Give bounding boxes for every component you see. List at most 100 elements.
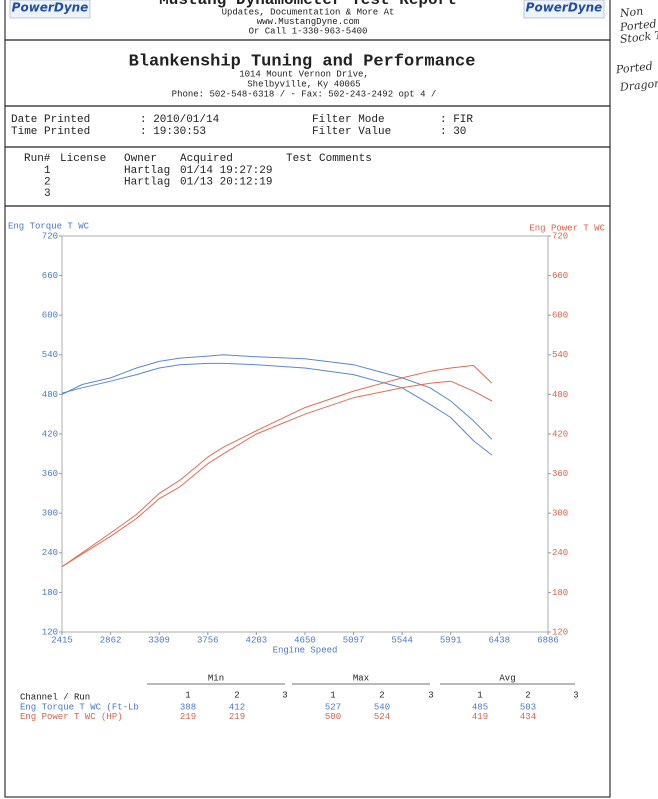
data-line bbox=[61, 380, 493, 568]
plot-frame bbox=[61, 235, 549, 633]
stats-group: Min bbox=[208, 673, 224, 683]
x-tick-label: 4650 bbox=[294, 635, 316, 645]
print-info: : FIR bbox=[440, 114, 473, 126]
y-tick-label: 240 bbox=[42, 548, 58, 558]
print-info: Date Printed bbox=[11, 114, 90, 126]
y-tick-label: 720 bbox=[42, 231, 58, 241]
stats-run: 2 bbox=[525, 690, 530, 700]
runs-header: Test Comments bbox=[286, 153, 372, 165]
stats-group: Max bbox=[353, 673, 369, 683]
header-line: Updates, Documentation & More At bbox=[222, 7, 395, 17]
y-tick-label: 660 bbox=[42, 271, 58, 281]
print-info: Filter Value bbox=[312, 126, 391, 138]
data-line bbox=[61, 364, 493, 568]
header-line: www.MustangDyne.com bbox=[257, 17, 360, 27]
stats-channel: Eng Power T WC (HP) bbox=[20, 712, 123, 722]
y-axis-label: Eng Torque T WC bbox=[8, 221, 90, 231]
runs-header: License bbox=[60, 153, 106, 165]
print-info-box bbox=[4, 105, 611, 148]
x-tick-label: 2415 bbox=[51, 635, 73, 645]
run-owner: Hartlag bbox=[124, 176, 170, 188]
report-title: Mustang Dynamometer Test Report bbox=[159, 0, 457, 9]
y2-tick-label: 480 bbox=[552, 390, 568, 400]
y-tick-label: 180 bbox=[42, 588, 58, 598]
stats-value: 434 bbox=[520, 712, 536, 722]
print-info: Time Printed bbox=[11, 126, 90, 138]
x-tick-label: 6886 bbox=[537, 635, 559, 645]
header-line: Or Call 1-330-963-5400 bbox=[249, 26, 368, 36]
runs-header: Owner bbox=[124, 153, 157, 165]
stats-header: Channel / Run bbox=[20, 692, 90, 702]
print-info: : 30 bbox=[440, 126, 466, 138]
stats-run: 1 bbox=[477, 690, 482, 700]
stats-value: 503 bbox=[520, 702, 536, 712]
run-acquired: 01/13 20:12:19 bbox=[180, 176, 272, 188]
shop-address: 1014 Mount Vernon Drive, bbox=[239, 69, 369, 79]
stats-value: 219 bbox=[180, 712, 196, 722]
x-tick-label: 2862 bbox=[100, 635, 122, 645]
y2-axis-label: Eng Power T WC bbox=[529, 223, 605, 233]
stats-value: 500 bbox=[325, 712, 341, 722]
data-line bbox=[61, 354, 493, 440]
y2-tick-label: 420 bbox=[552, 429, 568, 439]
run-number: 2 bbox=[44, 176, 51, 188]
y-tick-label: 300 bbox=[42, 509, 58, 519]
y-tick-label: 480 bbox=[42, 390, 58, 400]
y2-tick-label: 660 bbox=[552, 271, 568, 281]
logo: PowerDyne bbox=[526, 1, 603, 15]
stats-value: 388 bbox=[180, 702, 196, 712]
handwritten-note: Dragon bbox=[618, 77, 658, 94]
x-tick-label: 5097 bbox=[343, 635, 365, 645]
stats-run: 3 bbox=[428, 690, 433, 700]
stats-value: 524 bbox=[374, 712, 390, 722]
handwritten-note: Ported bbox=[618, 17, 657, 34]
chart-box bbox=[4, 205, 611, 798]
x-tick-label: 4203 bbox=[246, 635, 268, 645]
print-info: : 19:30:53 bbox=[140, 126, 206, 138]
y2-tick-label: 300 bbox=[552, 509, 568, 519]
stats-run: 2 bbox=[234, 690, 239, 700]
handwritten-note: Non bbox=[618, 5, 644, 20]
data-line bbox=[61, 362, 493, 456]
y2-tick-label: 540 bbox=[552, 350, 568, 360]
print-info: : 2010/01/14 bbox=[140, 114, 220, 126]
y-tick-label: 420 bbox=[42, 429, 58, 439]
y2-tick-label: 360 bbox=[552, 469, 568, 479]
stats-run: 1 bbox=[185, 690, 190, 700]
x-tick-label: 3309 bbox=[148, 635, 170, 645]
x-axis-label: Engine Speed bbox=[273, 645, 338, 655]
shop-phone: Phone: 502-548-6318 / - Fax: 502-243-249… bbox=[172, 89, 437, 99]
stats-value: 540 bbox=[374, 702, 390, 712]
logo-frame bbox=[9, 0, 91, 19]
y2-tick-label: 240 bbox=[552, 548, 568, 558]
stats-value: 527 bbox=[325, 702, 341, 712]
shop-address: Shelbyville, Ky 40065 bbox=[247, 79, 360, 89]
stats-group: Avg bbox=[499, 673, 515, 683]
run-owner: Hartlag bbox=[124, 165, 170, 177]
y2-tick-label: 120 bbox=[552, 627, 568, 637]
y-tick-label: 360 bbox=[42, 469, 58, 479]
stats-value: 412 bbox=[229, 702, 245, 712]
run-number: 3 bbox=[44, 188, 51, 200]
y-tick-label: 540 bbox=[42, 350, 58, 360]
x-tick-label: 3756 bbox=[197, 635, 219, 645]
x-tick-label: 6438 bbox=[488, 635, 510, 645]
handwritten-note: Ported bbox=[614, 60, 653, 77]
runs-header: Acquired bbox=[180, 153, 233, 165]
logo: PowerDyne bbox=[12, 1, 89, 15]
stats-run: 3 bbox=[573, 690, 578, 700]
y2-tick-label: 720 bbox=[552, 231, 568, 241]
runs-header: Run# bbox=[24, 153, 51, 165]
stats-value: 419 bbox=[472, 712, 488, 722]
x-tick-label: 5991 bbox=[440, 635, 462, 645]
y-tick-label: 120 bbox=[42, 627, 58, 637]
stats-run: 3 bbox=[282, 690, 287, 700]
stats-run: 2 bbox=[379, 690, 384, 700]
stats-run: 1 bbox=[330, 690, 335, 700]
y-tick-label: 600 bbox=[42, 311, 58, 321]
handwritten-note: Stock T bbox=[619, 28, 658, 46]
stats-value: 219 bbox=[229, 712, 245, 722]
stats-channel: Eng Torque T WC (Ft-Lb bbox=[20, 702, 139, 712]
